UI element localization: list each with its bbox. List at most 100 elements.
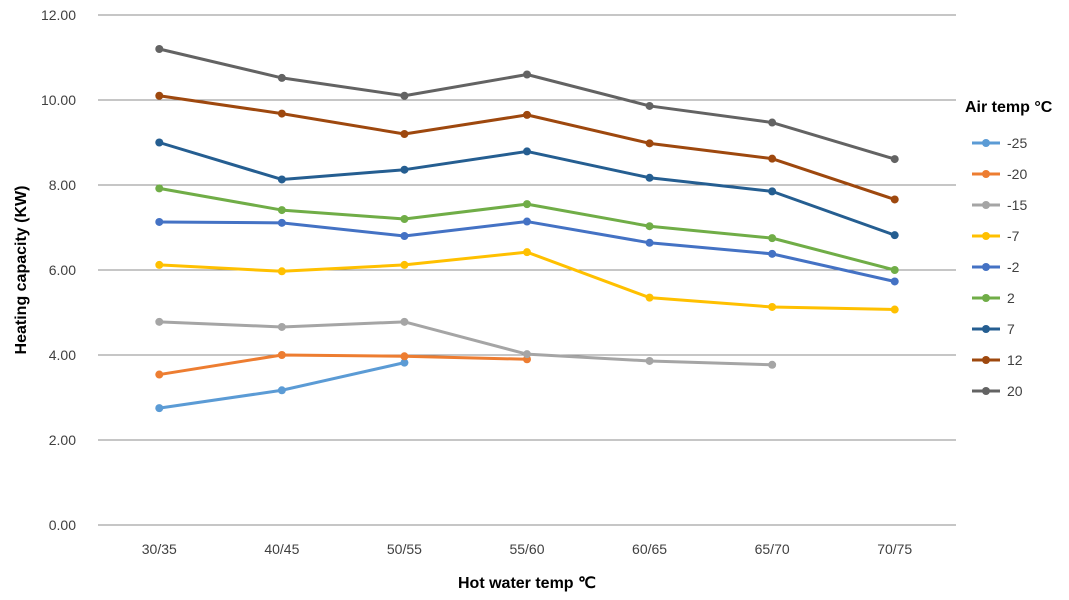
data-point	[155, 404, 164, 413]
series-7	[155, 138, 899, 240]
data-point	[277, 267, 286, 276]
y-tick-label: 8.00	[49, 177, 76, 193]
x-tick-label: 50/55	[387, 541, 422, 557]
y-axis-title: Heating capacity (KW)	[13, 186, 30, 355]
data-point	[523, 350, 531, 359]
data-point	[400, 317, 409, 326]
legend-label: 2	[1007, 290, 1015, 306]
data-point	[890, 305, 899, 314]
legend-item: -7	[972, 228, 1020, 244]
legend-label: -2	[1007, 259, 1020, 275]
data-point	[645, 173, 654, 182]
data-point	[155, 91, 164, 100]
data-point	[645, 139, 654, 148]
legend-label: 7	[1007, 321, 1015, 337]
data-point	[768, 187, 777, 196]
data-point	[523, 110, 531, 119]
legend-label: -25	[1007, 135, 1027, 151]
data-point	[155, 370, 164, 379]
legend-title: Air temp °C	[965, 99, 1053, 116]
data-point	[155, 260, 164, 269]
data-point	[768, 302, 777, 311]
legend-point-marker	[982, 232, 990, 240]
x-tick-label: 60/65	[632, 541, 667, 557]
data-point	[277, 175, 286, 184]
series--20	[155, 351, 531, 379]
x-axis-title: Hot water temp ℃	[458, 575, 596, 592]
legend-item: 7	[972, 321, 1015, 337]
data-point	[523, 70, 531, 79]
legend-point-marker	[982, 356, 990, 364]
series-line	[159, 353, 528, 377]
legend-point-marker	[982, 263, 990, 271]
data-point	[277, 206, 286, 215]
data-point	[645, 293, 654, 302]
legend-point-marker	[982, 387, 990, 395]
data-point	[400, 358, 409, 367]
y-tick-label: 2.00	[49, 432, 76, 448]
series-line	[159, 250, 895, 312]
y-tick-label: 0.00	[49, 517, 76, 533]
legend-item: 12	[972, 352, 1023, 368]
data-point	[277, 322, 286, 331]
data-point	[155, 317, 164, 326]
data-point	[645, 222, 654, 231]
data-point	[277, 218, 286, 227]
data-point	[277, 73, 286, 82]
data-point	[523, 248, 531, 257]
data-point	[523, 200, 531, 209]
x-tick-label: 65/70	[755, 541, 790, 557]
y-tick-label: 12.00	[41, 7, 76, 23]
data-point	[400, 91, 409, 100]
y-tick-label: 10.00	[41, 92, 76, 108]
series--15	[155, 317, 777, 369]
data-point	[400, 165, 409, 174]
legend-point-marker	[982, 294, 990, 302]
y-tick-label: 4.00	[49, 347, 76, 363]
legend-item: 20	[972, 383, 1023, 399]
x-tick-label: 30/35	[142, 541, 177, 557]
legend-label: -15	[1007, 197, 1027, 213]
series-12	[155, 91, 899, 204]
data-point	[277, 386, 286, 395]
data-point	[768, 234, 777, 243]
data-point	[155, 138, 164, 147]
legend-label: -7	[1007, 228, 1020, 244]
data-point	[768, 118, 777, 127]
legend-label: -20	[1007, 166, 1027, 182]
data-point	[645, 101, 654, 110]
x-tick-label: 40/45	[264, 541, 299, 557]
legend-item: -15	[972, 197, 1027, 213]
data-point	[523, 147, 531, 156]
series--2	[155, 217, 899, 286]
data-point	[400, 260, 409, 269]
data-point	[155, 217, 164, 226]
legend-label: 12	[1007, 352, 1023, 368]
data-point	[890, 231, 899, 240]
data-point	[400, 232, 409, 240]
x-tick-label: 55/60	[509, 541, 544, 557]
data-point	[890, 195, 899, 204]
data-point	[768, 249, 777, 258]
data-point	[523, 217, 531, 226]
x-axis-ticks: 30/35 40/45 50/55 55/60 60/65 65/70 70/75	[142, 541, 913, 557]
y-axis-ticks: 0.00 2.00 4.00 6.00 8.00 10.00 12.00	[41, 7, 76, 533]
legend-point-marker	[982, 139, 990, 147]
series-2	[155, 184, 899, 274]
legend-label: 20	[1007, 383, 1023, 399]
data-point	[890, 155, 899, 164]
legend-point-marker	[982, 170, 990, 178]
data-point	[400, 130, 409, 138]
x-tick-label: 70/75	[877, 541, 912, 557]
gridlines	[98, 14, 956, 526]
legend-item: 2	[972, 290, 1015, 306]
y-tick-label: 6.00	[49, 262, 76, 278]
data-point	[400, 215, 409, 223]
data-point	[155, 45, 164, 53]
data-point	[768, 360, 777, 369]
data-point	[645, 238, 654, 247]
data-point	[155, 184, 164, 193]
legend-item: -20	[972, 166, 1027, 182]
legend-point-marker	[982, 201, 990, 209]
